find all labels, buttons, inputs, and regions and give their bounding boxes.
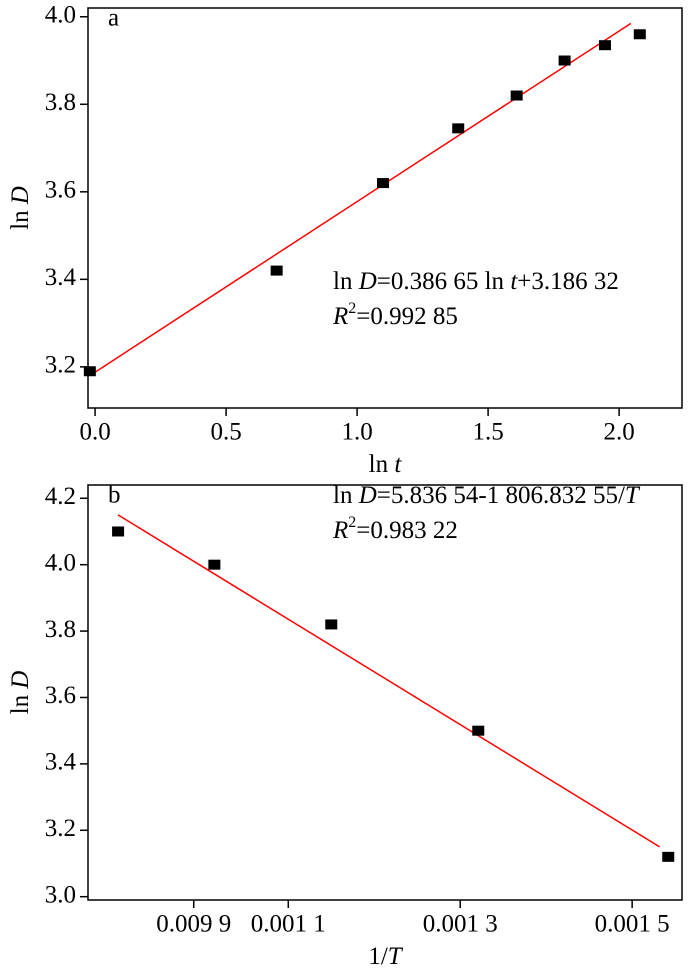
text-part: ln: [369, 451, 395, 478]
data-point: [83, 366, 96, 377]
panel-label: a: [108, 5, 119, 32]
y-tick-label: 4.2: [45, 483, 76, 510]
annotation: ln D=0.386 65 ln t+3.186 32: [333, 268, 619, 295]
y-axis-label: ln D: [7, 186, 34, 230]
y-tick-label: 3.6: [45, 682, 76, 709]
text-part: T: [625, 482, 641, 509]
fit-line: [117, 514, 661, 848]
x-axis-label: 1/T: [368, 943, 403, 969]
plot-frame: [87, 484, 683, 901]
x-tick-label: 0.001 3: [423, 911, 498, 938]
text-part: 2: [348, 300, 356, 317]
y-tick-label: 3.2: [45, 352, 76, 379]
data-point: [208, 559, 221, 570]
text-part: ln: [7, 689, 34, 715]
fit-line: [89, 22, 632, 377]
x-tick-label: 1.0: [341, 419, 372, 446]
y-tick-label: 3.8: [45, 616, 76, 643]
y-tick-label: 3.4: [45, 749, 77, 776]
y-axis-label: ln D: [7, 671, 34, 715]
panel-label: b: [108, 482, 121, 509]
y-tick-label: 3.8: [45, 89, 76, 116]
text-part: ln: [333, 268, 359, 295]
text-part: =0.992 85: [356, 303, 458, 330]
y-tick-label: 3.6: [45, 177, 76, 204]
plot-frame: [87, 7, 683, 409]
y-tick-label: 4.0: [45, 549, 76, 576]
text-part: T: [388, 943, 404, 969]
text-part: D: [358, 482, 377, 509]
text-part: D: [7, 671, 34, 690]
text-part: ln: [333, 482, 359, 509]
x-tick-label: 0.001 5: [595, 911, 670, 938]
y-tick-label: 3.0: [45, 881, 76, 908]
y-tick-label: 4.0: [45, 1, 76, 28]
text-part: =0.386 65 ln: [377, 268, 511, 295]
annotation: ln D=5.836 54-1 806.832 55/T: [333, 482, 641, 509]
data-point: [270, 265, 283, 276]
data-point: [510, 90, 523, 101]
data-point: [598, 40, 611, 51]
data-point: [633, 29, 646, 40]
data-point: [452, 123, 465, 134]
text-part: R: [332, 303, 348, 330]
text-part: D: [7, 186, 34, 205]
data-point: [112, 526, 125, 537]
data-point: [472, 725, 485, 736]
text-part: R: [332, 517, 348, 544]
x-axis-label: ln t: [369, 451, 403, 478]
x-tick-label: 1.5: [472, 419, 503, 446]
y-tick-label: 3.2: [45, 815, 76, 842]
text-part: 2: [348, 514, 356, 531]
x-tick-label: 0.0: [79, 419, 110, 446]
annotation: R2=0.983 22: [332, 514, 458, 544]
data-point: [325, 619, 338, 630]
text-part: t: [510, 268, 518, 295]
text-part: =5.836 54-1 806.832 55/: [377, 482, 625, 509]
x-tick-label: 2.0: [603, 419, 634, 446]
text-part: 1/: [368, 943, 388, 969]
data-point: [377, 178, 390, 189]
x-tick-label: 0.009 9: [156, 911, 231, 938]
y-tick-label: 3.4: [45, 264, 77, 291]
text-part: ln: [7, 204, 34, 230]
annotation: R2=0.992 85: [332, 300, 458, 330]
text-part: D: [358, 268, 377, 295]
text-part: +3.186 32: [517, 268, 619, 295]
data-point: [558, 55, 571, 66]
x-tick-label: 0.5: [210, 419, 241, 446]
text-part: t: [394, 451, 402, 478]
text-part: =0.983 22: [356, 517, 458, 544]
x-tick-label: 0.001 1: [251, 911, 326, 938]
data-point: [662, 851, 675, 862]
